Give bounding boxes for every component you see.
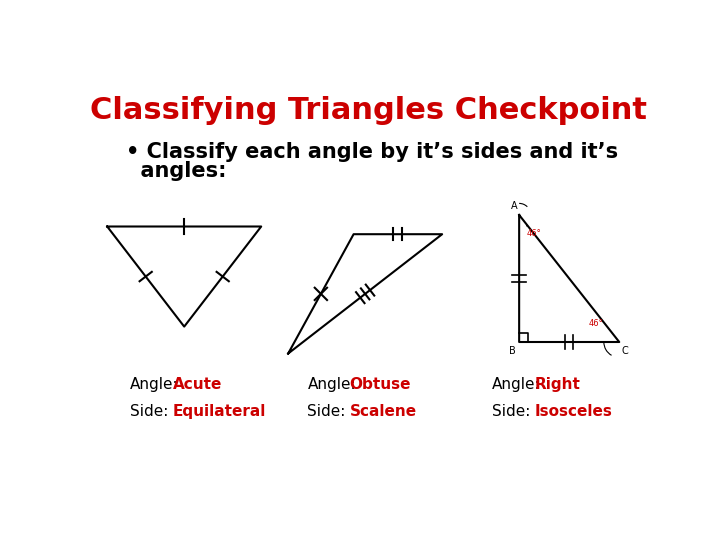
Text: angles:: angles: <box>127 161 227 181</box>
Text: A: A <box>511 201 518 211</box>
Text: Side:: Side: <box>130 403 168 418</box>
Text: • Classify each angle by it’s sides and it’s: • Classify each angle by it’s sides and … <box>127 142 618 162</box>
Text: Angle:: Angle: <box>130 377 179 392</box>
Text: B: B <box>508 346 516 356</box>
Text: 46°: 46° <box>527 229 541 238</box>
Text: Angle:: Angle: <box>307 377 356 392</box>
Text: Scalene: Scalene <box>350 403 417 418</box>
Text: Right: Right <box>534 377 580 392</box>
Text: 46°: 46° <box>588 319 603 328</box>
Text: Side:: Side: <box>492 403 531 418</box>
Text: Angle:: Angle: <box>492 377 541 392</box>
Text: Acute: Acute <box>173 377 222 392</box>
Text: Classifying Triangles Checkpoint: Classifying Triangles Checkpoint <box>91 96 647 125</box>
Text: Obtuse: Obtuse <box>350 377 411 392</box>
Text: Isosceles: Isosceles <box>534 403 613 418</box>
Text: C: C <box>621 346 629 356</box>
Text: Equilateral: Equilateral <box>173 403 266 418</box>
Text: Side:: Side: <box>307 403 346 418</box>
